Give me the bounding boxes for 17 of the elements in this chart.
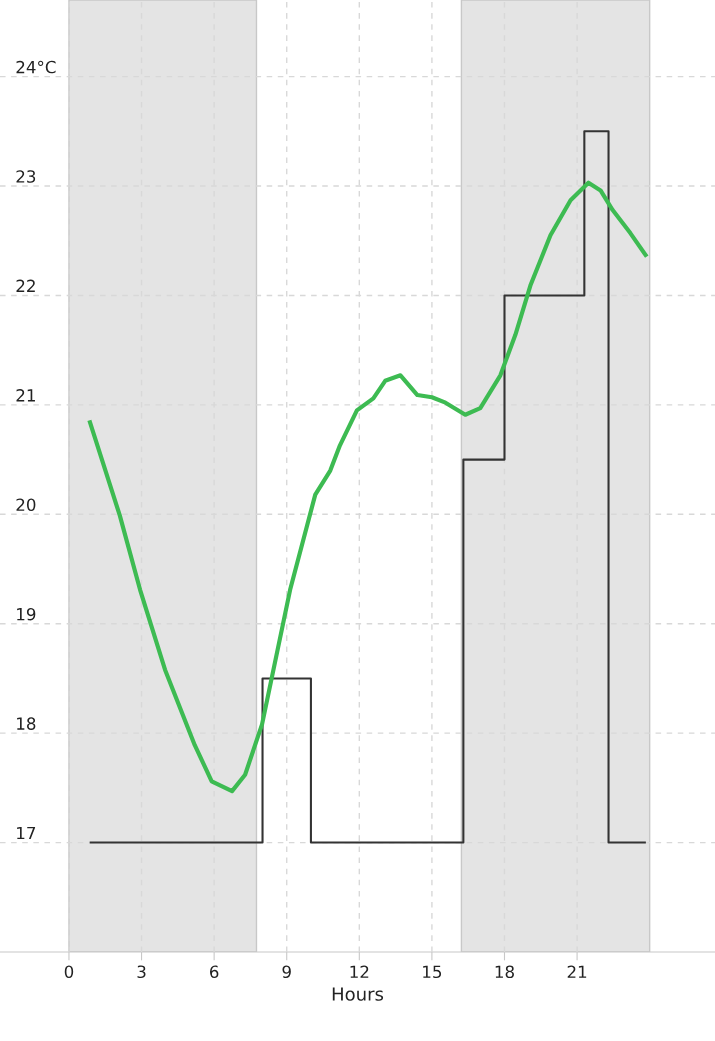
x-tick-label: 18	[495, 965, 514, 979]
y-tick-label: 23	[16, 170, 36, 183]
x-tick-label: 9	[282, 965, 291, 979]
y-tick-label: 17	[17, 826, 36, 840]
x-tick-label: 3	[137, 965, 146, 979]
y-tick-label: 18	[17, 717, 36, 730]
y-tick-label: 20	[16, 498, 36, 512]
x-tick-label: 21	[567, 965, 587, 978]
y-tick-label: 21	[16, 389, 35, 402]
x-axis-title: Hours	[332, 987, 384, 1001]
y-tick-label: 19	[17, 607, 36, 621]
x-tick-label: 12	[350, 965, 369, 978]
y-tick-label: 22	[16, 279, 35, 292]
x-tick-label: 15	[423, 965, 442, 979]
x-tick-label: 6	[210, 965, 219, 979]
y-tick-label: 24°C	[16, 60, 56, 74]
x-tick-label: 0	[64, 965, 74, 979]
